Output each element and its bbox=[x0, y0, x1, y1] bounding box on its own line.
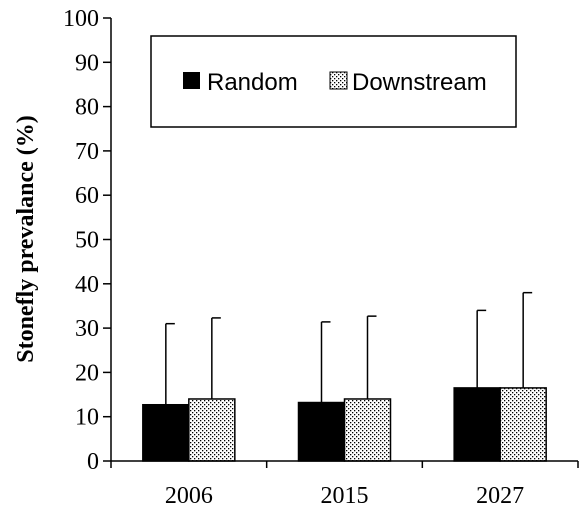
y-tick-label: 60 bbox=[75, 183, 99, 209]
y-tick-label: 90 bbox=[75, 50, 99, 76]
bar-downstream-2027 bbox=[499, 387, 547, 462]
y-tick-label: 0 bbox=[87, 449, 99, 475]
legend-swatch-random bbox=[183, 72, 200, 89]
y-tick-label: 100 bbox=[63, 6, 99, 32]
legend-swatch-downstream bbox=[329, 71, 348, 90]
y-tick-label: 20 bbox=[75, 360, 99, 386]
x-tick-label: 2027 bbox=[476, 483, 524, 508]
legend: Random Downstream bbox=[150, 35, 517, 128]
bar-downstream-2015 bbox=[343, 398, 392, 462]
bar-random-2027 bbox=[453, 387, 501, 462]
y-tick-label: 50 bbox=[75, 228, 99, 254]
legend-label-random: Random bbox=[207, 69, 298, 96]
y-tick-label: 30 bbox=[75, 316, 99, 342]
y-axis-title: Stonefly prevalance (%) bbox=[13, 115, 39, 363]
bar-random-2015 bbox=[297, 401, 346, 462]
legend-label-downstream: Downstream bbox=[352, 69, 487, 96]
x-tick-label: 2015 bbox=[321, 483, 369, 508]
y-tick-label: 10 bbox=[75, 405, 99, 431]
y-tick-label: 80 bbox=[75, 95, 99, 121]
bar-downstream-2006 bbox=[188, 398, 236, 462]
y-tick-label: 40 bbox=[75, 272, 99, 298]
y-axis: 0 10 20 30 40 50 60 70 80 90 100 bbox=[63, 6, 112, 475]
y-tick-label: 70 bbox=[75, 139, 99, 165]
bar-random-2006 bbox=[142, 403, 190, 462]
bars bbox=[142, 291, 547, 462]
x-axis: 2006 2015 2027 bbox=[110, 460, 579, 508]
x-tick-label: 2006 bbox=[165, 483, 213, 508]
